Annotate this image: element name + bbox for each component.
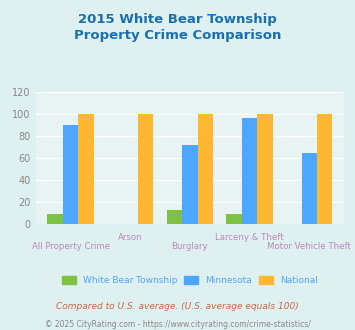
Text: Arson: Arson [118,233,143,243]
Bar [301,153,317,224]
Bar [78,115,94,224]
Legend: White Bear Township, Minnesota, National: White Bear Township, Minnesota, National [58,272,322,288]
Text: Larceny & Theft: Larceny & Theft [215,233,284,243]
Text: Compared to U.S. average. (U.S. average equals 100): Compared to U.S. average. (U.S. average … [56,302,299,311]
Bar [317,115,332,224]
Bar [257,115,273,224]
Bar [182,145,198,224]
Bar [48,214,63,224]
Bar [226,214,242,224]
Text: 2015 White Bear Township
Property Crime Comparison: 2015 White Bear Township Property Crime … [74,13,281,42]
Text: Burglary: Burglary [171,243,208,251]
Text: © 2025 CityRating.com - https://www.cityrating.com/crime-statistics/: © 2025 CityRating.com - https://www.city… [45,320,310,329]
Text: All Property Crime: All Property Crime [32,243,110,251]
Bar [63,125,78,224]
Text: Motor Vehicle Theft: Motor Vehicle Theft [267,243,351,251]
Bar [138,115,153,224]
Bar [198,115,213,224]
Bar [242,118,257,224]
Bar [167,210,182,224]
